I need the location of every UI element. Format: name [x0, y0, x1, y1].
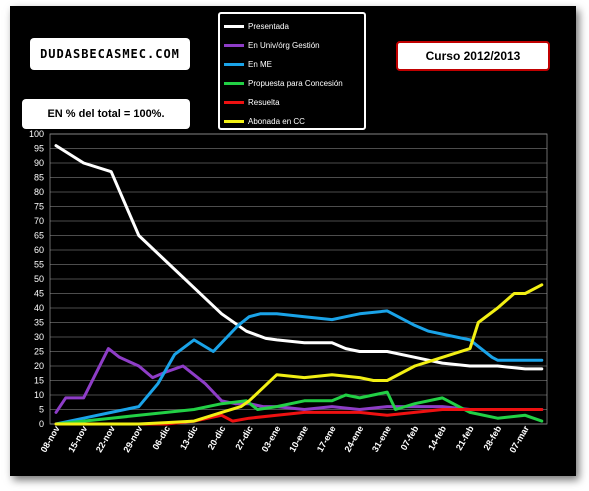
legend-swatch — [224, 63, 244, 66]
legend-label: Resuelta — [248, 98, 280, 107]
legend-label: Propuesta para Concesión — [248, 79, 343, 88]
course-label: Curso 2012/2013 — [396, 41, 550, 71]
legend-label: Abonada en CC — [248, 117, 305, 126]
legend-swatch — [224, 101, 244, 104]
x-tick-label: 27-dic — [233, 424, 255, 452]
chart-legend: Presentada En Univ/órg Gestión En ME Propue… — [218, 12, 366, 130]
x-tick: 06-dic — [150, 424, 172, 452]
x-tick: 07-mar — [508, 424, 532, 455]
percent-note: EN % del total = 100%. — [22, 99, 190, 129]
series-line-0 — [54, 144, 544, 371]
y-tick-label: 25 — [34, 347, 44, 357]
y-tick-label: 70 — [34, 216, 44, 226]
y-axis-ticks: 0 5 10 15 20 25 30 35 40 45 50 55 60 65 70 75 80 85 90 95 10… — [29, 129, 44, 429]
site-label: DUDASBECASMEC.COM — [30, 38, 190, 70]
x-tick: 24-ene — [342, 424, 365, 454]
x-tick-label: 22-nov — [94, 424, 117, 454]
legend-item: En Univ/órg Gestión — [224, 36, 364, 55]
x-tick: 13-dic — [178, 424, 200, 452]
x-tick-label: 07-mar — [508, 424, 532, 455]
x-tick-label: 07-feb — [399, 424, 421, 452]
x-tick-label: 06-dic — [150, 424, 172, 452]
y-tick-label: 80 — [34, 187, 44, 197]
legend-item: En ME — [224, 55, 364, 74]
legend-label: En Univ/órg Gestión — [248, 41, 320, 50]
y-tick-label: 20 — [34, 361, 44, 371]
x-tick-label: 20-dic — [206, 424, 228, 452]
y-tick-label: 55 — [34, 260, 44, 270]
y-tick-label: 60 — [34, 245, 44, 255]
x-tick: 03-ene — [260, 424, 283, 454]
x-tick-label: 21-feb — [454, 424, 476, 452]
series-line-5 — [54, 283, 544, 426]
x-tick-label: 13-dic — [178, 424, 200, 452]
x-tick-label: 15-nov — [66, 424, 89, 454]
series-lines — [54, 144, 544, 426]
x-tick-label: 24-ene — [342, 424, 365, 454]
x-tick: 20-dic — [206, 424, 228, 452]
x-tick-label: 28-feb — [481, 424, 503, 452]
legend-swatch — [224, 25, 244, 28]
y-tick-label: 75 — [34, 202, 44, 212]
y-tick-label: 40 — [34, 303, 44, 313]
x-tick: 28-feb — [481, 424, 503, 452]
x-tick: 31-ene — [370, 424, 393, 454]
x-tick: 10-ene — [287, 424, 310, 454]
y-tick-label: 50 — [34, 274, 44, 284]
series-line-1 — [54, 347, 544, 414]
legend-label: Presentada — [248, 22, 289, 31]
x-tick: 29-nov — [121, 424, 144, 454]
x-tick-label: 14-feb — [426, 424, 448, 452]
x-tick: 15-nov — [66, 424, 89, 454]
legend-swatch — [224, 120, 244, 123]
y-tick-label: 5 — [39, 405, 44, 415]
y-tick-label: 100 — [29, 129, 44, 139]
y-tick-label: 15 — [34, 376, 44, 386]
legend-label: En ME — [248, 60, 273, 69]
x-tick: 07-feb — [399, 424, 421, 452]
y-tick-label: 30 — [34, 332, 44, 342]
legend-item: Presentada — [224, 17, 364, 36]
x-tick: 14-feb — [426, 424, 448, 452]
x-tick-label: 31-ene — [370, 424, 393, 454]
y-tick-label: 85 — [34, 173, 44, 183]
x-tick-label: 10-ene — [287, 424, 310, 454]
legend-item: Resuelta — [224, 93, 364, 112]
x-tick-label: 03-ene — [260, 424, 283, 454]
y-tick-label: 45 — [34, 289, 44, 299]
series-line-2 — [54, 309, 544, 426]
legend-swatch — [224, 82, 244, 85]
gridlines — [50, 133, 547, 425]
y-tick-label: 65 — [34, 231, 44, 241]
legend-item: Propuesta para Concesión — [224, 74, 364, 93]
y-tick-label: 0 — [39, 419, 44, 429]
y-tick-label: 35 — [34, 318, 44, 328]
x-tick-label: 29-nov — [121, 424, 144, 454]
y-tick-label: 95 — [34, 144, 44, 154]
x-tick-label: 17-ene — [315, 424, 338, 454]
x-tick: 17-ene — [315, 424, 338, 454]
x-tick: 22-nov — [94, 424, 117, 454]
x-tick: 21-feb — [454, 424, 476, 452]
y-tick-label: 10 — [34, 390, 44, 400]
x-axis-ticks: 08-nov 15-nov 22-nov 29-nov 06-dic 13-dic 20-d… — [39, 424, 532, 455]
legend-swatch — [224, 44, 244, 47]
x-tick: 27-dic — [233, 424, 255, 452]
series-line-3 — [54, 390, 544, 426]
y-tick-label: 90 — [34, 158, 44, 168]
legend-item: Abonada en CC — [224, 112, 364, 131]
